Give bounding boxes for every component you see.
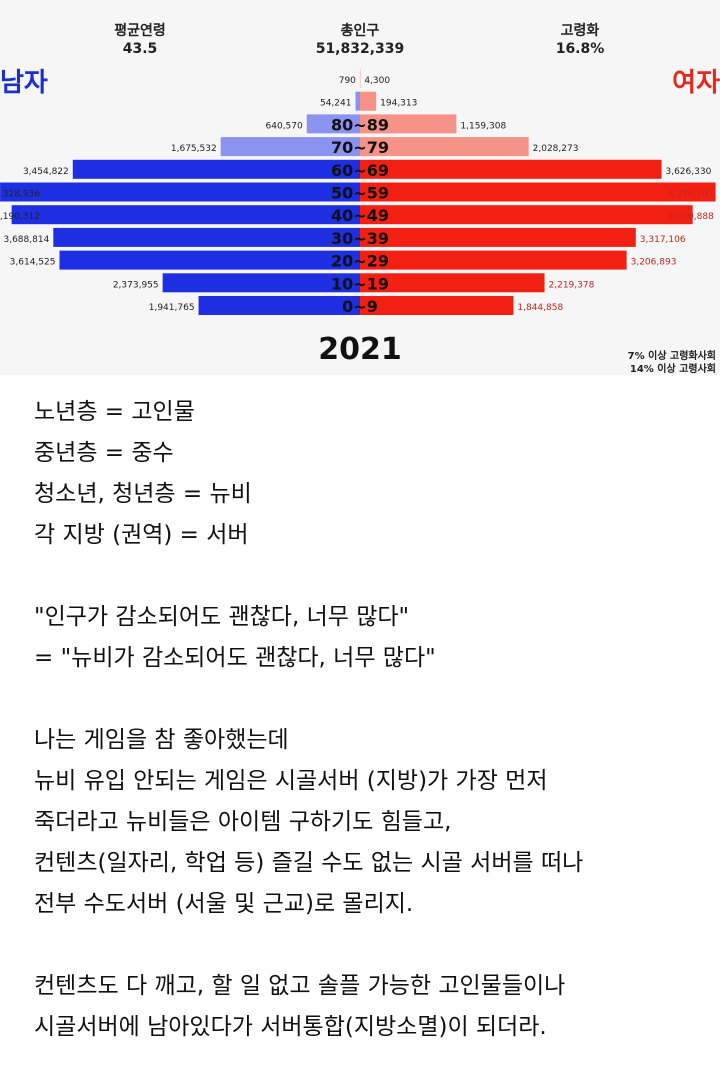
text-line: = "뉴비가 감소되어도 괜찮다, 너무 많다": [34, 645, 436, 671]
age-group-label: 20~29: [331, 252, 389, 271]
male-title: 남자: [0, 68, 48, 98]
total-population-value: 51,832,339: [315, 41, 405, 57]
female-value-label: 3,626,330: [665, 167, 711, 177]
female-bar: [360, 296, 514, 315]
female-value-label: 194,313: [380, 99, 417, 109]
age-group-label: 80~89: [331, 115, 389, 134]
female-title: 여자: [672, 68, 720, 98]
female-bar: [360, 273, 545, 293]
female-value-label: 4,000,888: [668, 212, 714, 222]
total-population-label: 총인구: [340, 23, 380, 39]
male-value-label: 3,688,814: [3, 235, 49, 245]
pyramid-chart: 790 4,300 54,241 194,313 80~89 640,570 1,159,3…: [0, 69, 716, 316]
female-value-label: 1,844,858: [517, 303, 563, 313]
male-bar: [198, 296, 360, 315]
text-line: 시골서버에 남아있다가 서버통합(지방소멸)이 되더라.: [34, 1014, 547, 1040]
age-group-label: 0~9: [342, 297, 378, 316]
female-value-label: 1,159,308: [460, 121, 506, 131]
text-line: [34, 556, 694, 597]
text-line: 전부 수도서버 (서울 및 근교)로 몰리지.: [34, 891, 414, 917]
aging-rate-stat: 고령화 16.8%: [530, 22, 630, 58]
male-value-label: 1,675,532: [171, 144, 217, 154]
female-value-label: 4,300: [364, 76, 390, 86]
female-bar: [360, 91, 377, 111]
footnote-aged-society: 14% 이상 고령사회: [629, 364, 716, 375]
age-group-label: 10~19: [331, 274, 389, 293]
aging-rate-value: 16.8%: [555, 41, 605, 57]
text-line: [34, 679, 694, 720]
text-line: 나는 게임을 참 좋아했는데: [34, 727, 289, 753]
male-bar: [72, 159, 361, 179]
population-pyramid-panel: 평균연령 43.5 총인구 51,832,339 고령화 16.8% 남자 여자…: [0, 0, 720, 375]
age-group-label: 50~59: [331, 184, 389, 203]
text-line: 컨텐츠도 다 깨고, 할 일 없고 솔플 가능한 고인물들이나: [34, 973, 566, 999]
age-group-label: 40~49: [331, 206, 389, 225]
male-bar: [0, 182, 360, 202]
female-bar: [360, 250, 627, 270]
male-bar: [355, 91, 360, 111]
avg-age-label: 평균연령: [114, 23, 166, 39]
text-line: 노년층 = 고인물: [34, 399, 195, 425]
text-line: 뉴비 유입 안되는 게임은 시골서버 (지방)가 가장 먼저: [34, 768, 548, 794]
female-bar: [360, 205, 693, 225]
female-value-label: 3,317,106: [640, 235, 686, 245]
male-bar: [306, 114, 360, 134]
age-group-label: 30~39: [331, 229, 389, 248]
male-bar: [53, 227, 360, 247]
avg-age-stat: 평균연령 43.5: [90, 22, 190, 58]
text-line: 중년층 = 중수: [34, 440, 174, 466]
female-bar: [360, 227, 636, 247]
female-value-label: 2,219,378: [549, 280, 595, 290]
male-value-label: 2,373,955: [113, 280, 159, 290]
male-value-label: 790: [339, 76, 356, 86]
male-bar: [162, 273, 360, 293]
footnote-aging-society: 7% 이상 고령화사회: [627, 351, 716, 362]
text-line: 각 지방 (권역) = 서버: [34, 522, 249, 548]
male-bar: [11, 205, 361, 225]
age-group-label: 60~69: [331, 161, 389, 180]
male-value-label: 54,241: [320, 99, 352, 109]
male-value-label: 640,570: [266, 121, 303, 131]
male-bar: [59, 250, 360, 270]
male-value-label: 3,614,525: [10, 258, 56, 268]
female-bar: [360, 182, 716, 202]
female-value-label: 3,206,893: [631, 258, 677, 268]
text-line: 죽더라고 뉴비들은 아이템 구하기도 힘들고,: [34, 809, 452, 835]
female-value-label: 2,028,273: [533, 144, 579, 154]
avg-age-value: 43.5: [122, 41, 158, 57]
male-value-label: 1,941,765: [149, 303, 195, 313]
female-bar: [360, 137, 529, 157]
female-bar: [360, 159, 662, 179]
aging-rate-label: 고령화: [560, 23, 600, 39]
age-group-label: 70~79: [331, 138, 389, 157]
female-bar: [360, 114, 457, 134]
male-value-label: 3,454,822: [23, 167, 69, 177]
male-value-label: 4,328,936: [0, 190, 40, 200]
male-value-label: 4,190,312: [0, 212, 40, 222]
text-line: 청소년, 청년층 = 뉴비: [34, 481, 252, 507]
text-line: 컨텐츠(일자리, 학업 등) 즐길 수도 없는 시골 서버를 떠나: [34, 850, 584, 876]
chart-year: 2021: [318, 332, 402, 367]
female-value-label: 4,276,707: [668, 190, 714, 200]
male-bar: [220, 137, 360, 157]
total-population-stat: 총인구 51,832,339: [300, 22, 420, 58]
text-line: [34, 925, 694, 966]
text-line: "인구가 감소되어도 괜찮다, 너무 많다": [34, 604, 410, 630]
